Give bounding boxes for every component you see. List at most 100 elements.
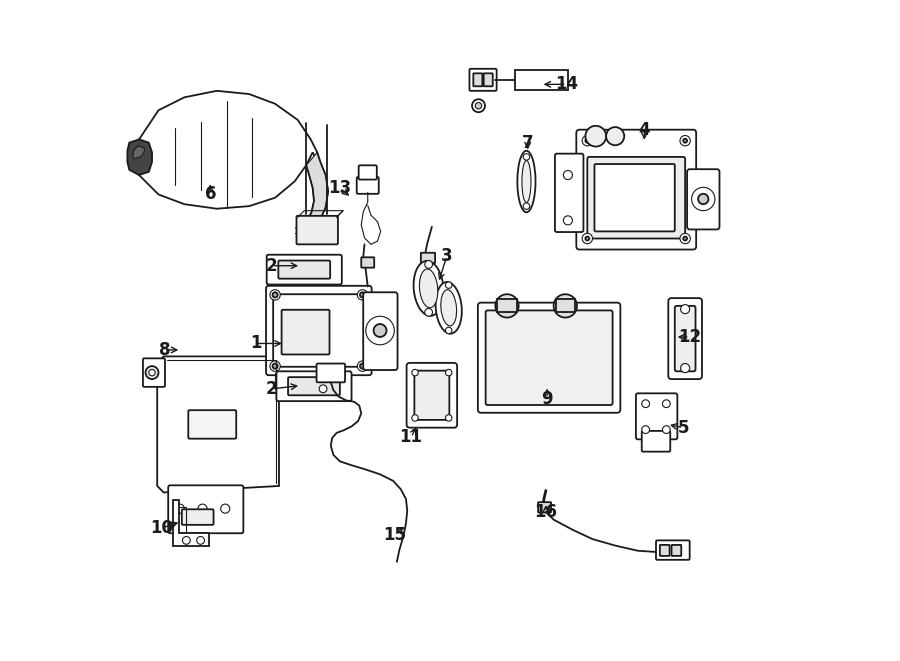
Circle shape — [680, 364, 689, 373]
Circle shape — [425, 260, 433, 268]
Circle shape — [585, 126, 606, 147]
Circle shape — [320, 385, 327, 393]
Polygon shape — [128, 139, 152, 175]
FancyBboxPatch shape — [364, 292, 398, 370]
Bar — [555, 299, 575, 313]
FancyBboxPatch shape — [486, 311, 613, 405]
Circle shape — [680, 233, 690, 244]
FancyBboxPatch shape — [656, 541, 689, 560]
Text: 2: 2 — [266, 380, 278, 398]
Text: 14: 14 — [555, 75, 578, 93]
Text: 3: 3 — [441, 247, 453, 265]
FancyBboxPatch shape — [588, 157, 685, 239]
Circle shape — [360, 292, 365, 297]
Ellipse shape — [419, 269, 437, 308]
Circle shape — [146, 366, 158, 379]
Circle shape — [446, 282, 452, 288]
Circle shape — [683, 139, 687, 143]
Circle shape — [183, 537, 190, 544]
Circle shape — [585, 237, 590, 241]
Text: 2: 2 — [266, 256, 278, 275]
Circle shape — [642, 426, 650, 434]
Circle shape — [606, 127, 625, 145]
Circle shape — [446, 414, 452, 421]
FancyBboxPatch shape — [660, 545, 670, 556]
FancyBboxPatch shape — [278, 260, 330, 279]
Circle shape — [357, 290, 368, 300]
Circle shape — [374, 324, 386, 337]
FancyBboxPatch shape — [538, 502, 551, 512]
FancyBboxPatch shape — [317, 364, 345, 382]
FancyBboxPatch shape — [407, 363, 457, 428]
Circle shape — [582, 136, 592, 146]
Polygon shape — [140, 91, 320, 209]
Text: 16: 16 — [535, 503, 557, 521]
Text: 10: 10 — [150, 519, 173, 537]
Circle shape — [563, 216, 572, 225]
Ellipse shape — [441, 290, 456, 326]
Polygon shape — [174, 500, 209, 545]
Circle shape — [446, 327, 452, 334]
FancyBboxPatch shape — [669, 298, 702, 379]
Circle shape — [412, 369, 418, 376]
FancyBboxPatch shape — [671, 545, 681, 556]
Text: 11: 11 — [400, 428, 423, 446]
Circle shape — [365, 316, 394, 345]
FancyBboxPatch shape — [642, 431, 670, 451]
Circle shape — [176, 504, 184, 513]
Ellipse shape — [436, 282, 462, 334]
Circle shape — [270, 290, 280, 300]
Ellipse shape — [414, 261, 444, 316]
Circle shape — [691, 187, 715, 211]
Text: 6: 6 — [204, 186, 216, 204]
Circle shape — [585, 139, 590, 143]
Circle shape — [642, 400, 650, 408]
Circle shape — [698, 194, 708, 204]
FancyBboxPatch shape — [675, 306, 696, 371]
FancyBboxPatch shape — [421, 253, 435, 263]
Text: 5: 5 — [678, 418, 689, 437]
Circle shape — [472, 99, 485, 112]
Circle shape — [662, 426, 670, 434]
Circle shape — [683, 237, 687, 241]
Bar — [498, 299, 517, 313]
FancyBboxPatch shape — [636, 393, 678, 440]
Text: 7: 7 — [522, 134, 534, 151]
FancyBboxPatch shape — [470, 69, 497, 91]
Text: 4: 4 — [638, 121, 650, 139]
Text: 15: 15 — [383, 525, 407, 543]
Circle shape — [273, 292, 278, 297]
FancyBboxPatch shape — [282, 310, 329, 354]
Text: 12: 12 — [678, 328, 701, 346]
FancyBboxPatch shape — [276, 371, 352, 401]
Circle shape — [523, 153, 530, 160]
FancyBboxPatch shape — [143, 358, 165, 387]
FancyBboxPatch shape — [274, 294, 364, 367]
Circle shape — [680, 305, 689, 314]
Circle shape — [559, 299, 572, 313]
Circle shape — [680, 136, 690, 146]
Circle shape — [582, 233, 592, 244]
FancyBboxPatch shape — [182, 509, 213, 525]
Text: 13: 13 — [328, 179, 351, 197]
Polygon shape — [158, 356, 279, 492]
FancyBboxPatch shape — [296, 216, 338, 245]
Circle shape — [357, 361, 368, 371]
Circle shape — [662, 400, 670, 408]
Bar — [515, 70, 568, 89]
Polygon shape — [301, 153, 328, 227]
FancyBboxPatch shape — [576, 130, 697, 250]
Circle shape — [197, 537, 204, 544]
Circle shape — [554, 294, 577, 317]
Polygon shape — [132, 146, 144, 159]
Circle shape — [446, 369, 452, 376]
FancyBboxPatch shape — [359, 165, 377, 180]
FancyBboxPatch shape — [288, 377, 340, 395]
Circle shape — [148, 369, 156, 376]
FancyBboxPatch shape — [188, 410, 236, 439]
Circle shape — [475, 102, 482, 109]
Circle shape — [220, 504, 230, 513]
Text: 8: 8 — [159, 341, 171, 359]
FancyBboxPatch shape — [361, 257, 374, 268]
Circle shape — [198, 504, 207, 513]
